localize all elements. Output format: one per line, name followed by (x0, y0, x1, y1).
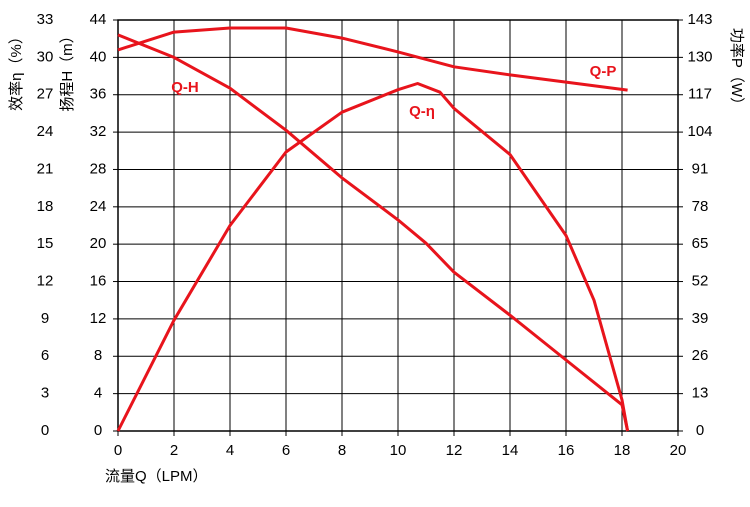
y-tick-label: 20 (90, 235, 107, 252)
y-tick-label: 16 (90, 273, 107, 290)
y3-tick-label: 27 (37, 86, 54, 103)
y-axis-label: 扬程H（m） (59, 28, 76, 111)
y3-tick-label: 24 (37, 123, 54, 140)
x-tick-label: 8 (338, 442, 346, 459)
x-tick-label: 6 (282, 442, 290, 459)
x-tick-label: 14 (502, 442, 519, 459)
series-label: Q-P (590, 63, 617, 80)
x-tick-label: 20 (670, 442, 687, 459)
y3-tick-label: 30 (37, 48, 54, 65)
y-tick-label: 40 (90, 48, 107, 65)
y-tick-label: 24 (90, 198, 107, 215)
y2-tick-label: 52 (692, 273, 709, 290)
y-tick-label: 0 (94, 422, 102, 439)
y2-tick-label: 65 (692, 235, 709, 252)
y2-tick-label: 143 (687, 11, 712, 28)
x-axis-label: 流量Q（LPM） (105, 468, 208, 485)
y3-tick-label: 6 (41, 347, 49, 364)
y2-tick-label: 0 (696, 422, 704, 439)
y3-tick-label: 15 (37, 235, 54, 252)
x-tick-label: 4 (226, 442, 234, 459)
y2-tick-label: 130 (687, 48, 712, 65)
y3-tick-label: 9 (41, 310, 49, 327)
y2-tick-label: 13 (692, 385, 709, 402)
x-tick-label: 12 (446, 442, 463, 459)
series-line (117, 33, 630, 432)
y-tick-label: 8 (94, 347, 102, 364)
y-tick-label: 28 (90, 160, 107, 177)
x-tick-label: 16 (558, 442, 575, 459)
y3-tick-label: 18 (37, 198, 54, 215)
y-tick-label: 4 (94, 385, 102, 402)
y2-tick-label: 26 (692, 347, 709, 364)
x-tick-label: 10 (390, 442, 407, 459)
y-tick-label: 44 (90, 11, 107, 28)
y3-tick-label: 3 (41, 385, 49, 402)
y2-tick-label: 117 (688, 86, 712, 103)
y2-tick-label: 39 (692, 310, 709, 327)
y2-axis-label: 功率P（W） (728, 28, 745, 112)
y3-tick-label: 33 (37, 11, 54, 28)
y3-tick-label: 12 (37, 273, 54, 290)
y-tick-label: 32 (90, 123, 107, 140)
y3-tick-label: 0 (41, 422, 49, 439)
plot-frame (117, 19, 679, 432)
x-tick-label: 0 (114, 442, 122, 459)
series-label: Q-H (171, 79, 199, 96)
y2-tick-label: 78 (692, 198, 709, 215)
y2-tick-label: 91 (692, 160, 709, 177)
series-label: Q-η (409, 103, 435, 120)
x-tick-label: 18 (614, 442, 631, 459)
y3-tick-label: 21 (37, 160, 54, 177)
y-tick-label: 36 (90, 86, 107, 103)
x-tick-label: 2 (170, 442, 178, 459)
y-tick-label: 12 (90, 310, 107, 327)
y2-tick-label: 104 (687, 123, 712, 140)
series-line (117, 26, 628, 92)
series-line (116, 82, 630, 432)
y3-axis-label: 效率η（%） (8, 29, 25, 111)
